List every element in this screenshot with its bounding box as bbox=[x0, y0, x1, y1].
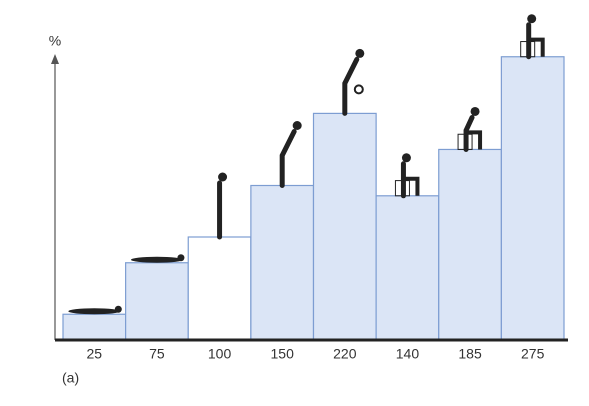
y-axis-arrow bbox=[51, 54, 59, 64]
bar bbox=[250, 184, 315, 341]
posture-icon bbox=[355, 48, 365, 58]
posture-icon bbox=[403, 176, 420, 196]
bar-value-label: 185 bbox=[458, 346, 482, 362]
posture-icon bbox=[520, 41, 536, 58]
panel-label: (a) bbox=[62, 370, 79, 386]
bar bbox=[187, 236, 252, 341]
posture-icon bbox=[177, 254, 185, 262]
posture-icon bbox=[457, 133, 473, 150]
posture-icon bbox=[279, 129, 297, 188]
bar bbox=[312, 112, 377, 341]
posture-icon bbox=[401, 153, 411, 163]
posture-icon bbox=[466, 130, 483, 150]
bar bbox=[438, 148, 502, 341]
bar bbox=[125, 262, 189, 341]
posture-icon bbox=[114, 305, 122, 313]
posture-icon bbox=[527, 14, 537, 24]
bar-value-label: 75 bbox=[149, 346, 165, 362]
posture-icon bbox=[218, 172, 228, 182]
posture-icon bbox=[528, 37, 545, 57]
bar bbox=[500, 56, 565, 341]
posture-icon bbox=[470, 106, 480, 116]
posture-icon bbox=[292, 121, 302, 130]
bar-value-label: 140 bbox=[396, 346, 420, 362]
posture-icon bbox=[130, 256, 183, 263]
posture-icon bbox=[342, 56, 360, 116]
y-axis-label: % bbox=[49, 33, 61, 49]
bar bbox=[375, 195, 440, 341]
bar-value-label: 220 bbox=[333, 346, 357, 362]
bar-value-label: 275 bbox=[521, 346, 545, 362]
bar-value-label: 150 bbox=[271, 346, 295, 362]
posture-icon bbox=[68, 308, 121, 315]
bar-value-label: 100 bbox=[208, 346, 232, 362]
posture-icon bbox=[353, 84, 364, 95]
bar-value-label: 25 bbox=[87, 346, 103, 362]
bar bbox=[62, 313, 127, 341]
posture-icon bbox=[394, 180, 410, 197]
